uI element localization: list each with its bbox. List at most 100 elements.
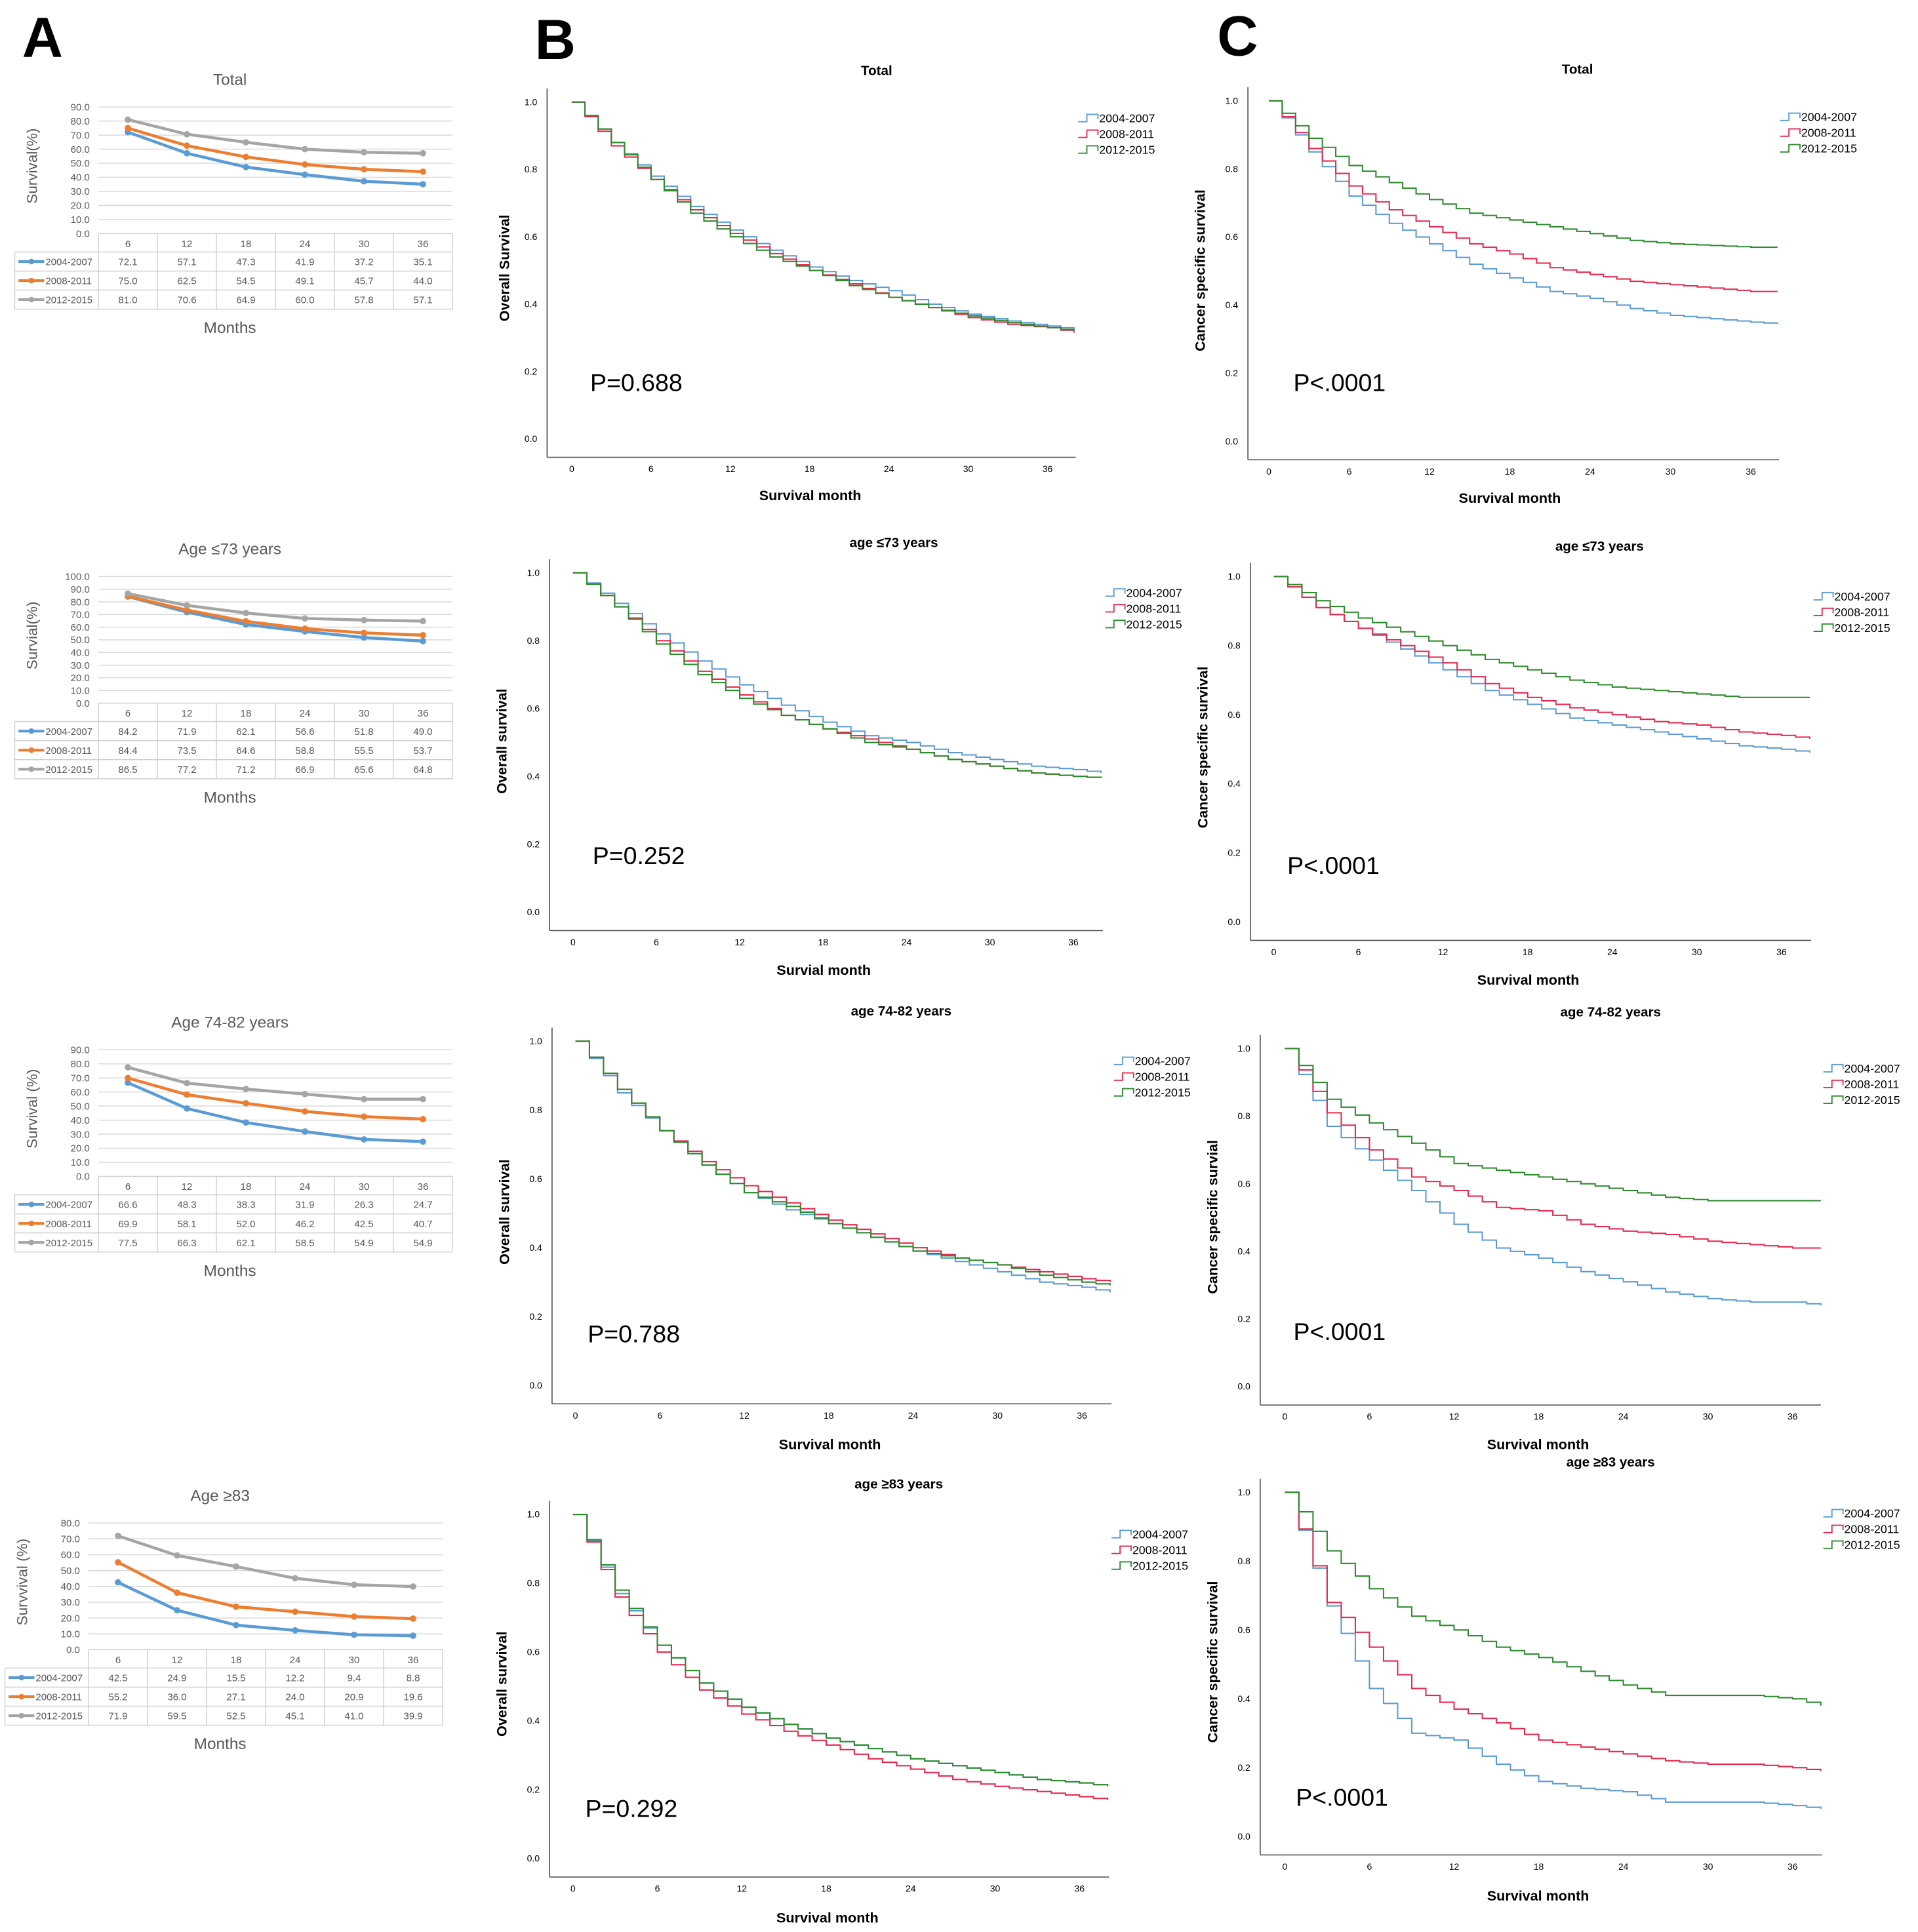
series-name: 2008-2011 xyxy=(45,276,92,287)
legend-label: 2012-2015 xyxy=(1127,618,1182,631)
y-tick-label: 1.0 xyxy=(1237,1043,1250,1054)
table-header-month: 6 xyxy=(125,708,130,719)
y-tick-label: 60.0 xyxy=(71,144,90,155)
y-tick-label: 60.0 xyxy=(71,1087,90,1098)
table-row: 2012-2015 86.5 77.2 71.2 66.9 65.6 64.8 xyxy=(18,764,433,776)
series-name: 2012-2015 xyxy=(45,295,92,306)
data-point xyxy=(243,618,249,625)
y-tick-label: 0.6 xyxy=(1228,709,1241,720)
y-tick-label: 80.0 xyxy=(71,116,90,127)
table-header-month: 36 xyxy=(418,239,429,250)
y-tick-label: 10.0 xyxy=(71,685,90,696)
y-tick-label: 0.2 xyxy=(1226,368,1239,378)
legend-step-icon xyxy=(1078,129,1099,138)
legend-step-icon xyxy=(1780,144,1801,153)
data-point xyxy=(184,1091,190,1098)
series-line-2008-2011 xyxy=(127,127,424,174)
y-tick-label: 80.0 xyxy=(71,1059,90,1070)
legend-step-icon xyxy=(1105,620,1126,629)
y-tick-label: 1.0 xyxy=(525,96,538,107)
legend-step-icon xyxy=(1113,1088,1134,1097)
km-curve-2008-2011 xyxy=(1269,100,1778,292)
data-point xyxy=(243,139,249,146)
legend-step-icon xyxy=(1105,588,1126,597)
data-point xyxy=(184,142,190,149)
legend-item: 2012-2015 xyxy=(1105,618,1182,631)
x-tick-label: 6 xyxy=(1347,466,1352,477)
legend-item: 2004-2007 xyxy=(1111,1528,1188,1541)
x-tick-label: 12 xyxy=(734,937,745,947)
x-tick-label: 18 xyxy=(818,937,829,947)
panel-a-chart-2: Age ≤73 years 0.0 10.020.0 30.040.0 50.0 60.0… xyxy=(14,541,453,806)
table-cell-value: 9.4 xyxy=(348,1673,361,1684)
x-axis-label: Survival month xyxy=(1487,1887,1589,1904)
data-point xyxy=(243,1099,249,1107)
legend-step-icon xyxy=(1111,1561,1132,1570)
data-point xyxy=(410,1632,416,1639)
legend-item: 2004-2007 xyxy=(1823,1507,1900,1520)
legend-label: 2012-2015 xyxy=(1801,142,1857,155)
table-cell-value: 41.0 xyxy=(344,1711,363,1722)
table-cell-value: 55.5 xyxy=(354,745,373,757)
km-curve-2008-2011 xyxy=(572,1514,1109,1800)
y-tick-label: 60.0 xyxy=(71,622,90,633)
legend-item: 2004-2007 xyxy=(1078,112,1155,125)
table-cell-value: 71.9 xyxy=(177,726,196,738)
panel-a-chart-4: Age ≥83 0.0 10.0 20.0 30.0 40.0 50.0 60.0 70.0 80… xyxy=(4,1487,443,1753)
legend-label: 2012-2015 xyxy=(1132,1560,1188,1573)
x-axis-label: Months xyxy=(194,1735,247,1753)
y-tick-label: 0.8 xyxy=(1228,640,1241,650)
data-point xyxy=(184,602,190,609)
legend-item: 2012-2015 xyxy=(1813,621,1890,635)
table-header-month: 30 xyxy=(359,1181,370,1193)
table-header-month: 18 xyxy=(231,1655,242,1666)
km-curve-2008-2011 xyxy=(1285,1491,1822,1771)
table-cell-value: 69.9 xyxy=(118,1219,137,1230)
panel-a-chart-3: Age 74-82 years 0.0 10.0 20.0 30.0 40.0 50.0 60… xyxy=(14,1014,453,1280)
y-tick-label: 0.4 xyxy=(525,299,538,309)
series-line-2012-2015 xyxy=(117,1534,414,1588)
table-cell-value: 35.1 xyxy=(413,257,432,268)
legend-step-icon xyxy=(1780,128,1801,137)
legend-label: 2008-2011 xyxy=(1801,127,1856,140)
y-tick-label: 0.0 xyxy=(1237,1381,1250,1392)
legend-item: 2012-2015 xyxy=(1823,1539,1900,1552)
y-tick-label: 1.0 xyxy=(527,1509,540,1520)
legend-label: 2008-2011 xyxy=(1835,606,1890,619)
x-tick-label: 6 xyxy=(1356,947,1361,957)
table-cell-value: 24.7 xyxy=(413,1200,432,1211)
km-curve-2004-2007 xyxy=(1269,100,1778,324)
table-row: 2012-2015 81.0 70.6 64.9 60.0 57.8 57.1 xyxy=(18,295,433,306)
legend-label: 2012-2015 xyxy=(1845,1539,1900,1552)
legend-item: 2012-2015 xyxy=(1780,142,1857,155)
km-chart-c-2: age ≤73 years 0.0 0.2 0.4 0.6 0.8 1.0 0 6 12 18 24 3… xyxy=(1194,539,1890,988)
table-cell-value: 45.1 xyxy=(285,1711,304,1722)
legend-step-icon xyxy=(1113,1072,1134,1081)
table-header-month: 24 xyxy=(300,1181,311,1193)
x-tick-label: 30 xyxy=(1703,1861,1713,1872)
table-cell-value: 19.6 xyxy=(403,1692,422,1703)
series-name: 2008-2011 xyxy=(35,1692,82,1703)
legend-item: 2012-2015 xyxy=(1823,1094,1900,1107)
legend-step-icon xyxy=(1823,1079,1844,1088)
table-cell-value: 57.1 xyxy=(177,257,196,268)
table-cell-value: 64.9 xyxy=(236,295,255,306)
table-cell-value: 62.5 xyxy=(177,276,196,287)
data-point xyxy=(351,1613,357,1620)
y-tick-label: 0.0 xyxy=(66,1645,80,1656)
table-row: 2004-2007 42.5 24.9 15.5 12.2 9.4 8.8 xyxy=(9,1673,420,1684)
x-tick-label: 12 xyxy=(736,1883,747,1894)
legend-step-icon xyxy=(1105,604,1126,613)
table-header-month: 12 xyxy=(182,1181,193,1193)
x-tick-label: 18 xyxy=(1534,1411,1544,1422)
legend-step-icon xyxy=(1078,145,1099,154)
y-tick-label: 0.8 xyxy=(529,1105,542,1115)
p-value: P=0.788 xyxy=(588,1320,680,1348)
legend-item: 2004-2007 xyxy=(1813,590,1890,603)
x-tick-label: 18 xyxy=(805,463,815,474)
legend-label: 2008-2011 xyxy=(1135,1071,1190,1084)
x-tick-label: 0 xyxy=(1271,947,1277,957)
data-point xyxy=(302,615,308,622)
legend-label: 2012-2015 xyxy=(1135,1086,1191,1099)
legend-marker-icon xyxy=(28,747,35,753)
